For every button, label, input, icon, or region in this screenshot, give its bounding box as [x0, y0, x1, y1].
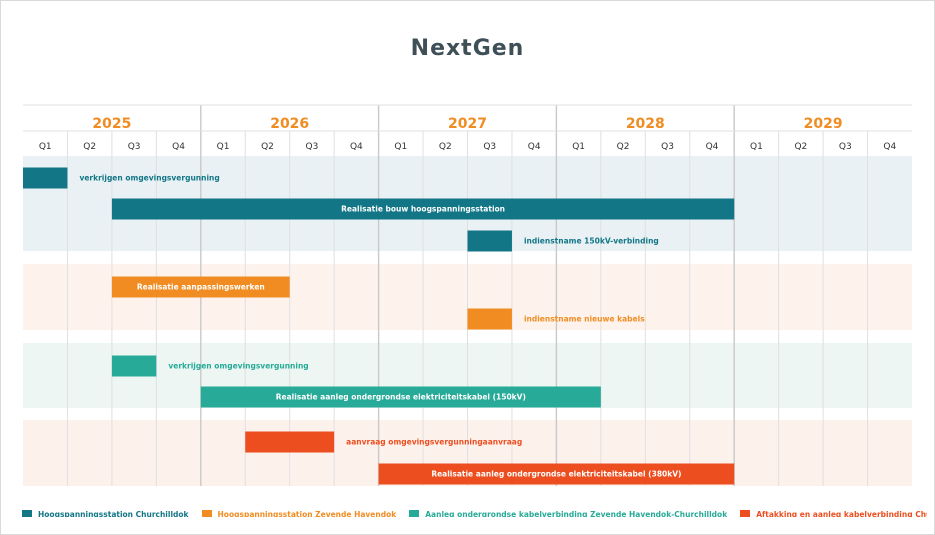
year-label: 2027	[448, 116, 487, 132]
task-label: indienstname nieuwe kabels	[524, 315, 645, 324]
task-label: verkrijgen omgevingsvergunning	[168, 362, 308, 371]
task-label: aanvraag omgevingsvergunningaanvraag	[346, 438, 522, 447]
task-label: Realisatie aanleg ondergrondse elektrici…	[276, 393, 526, 402]
quarter-label: Q2	[83, 142, 96, 152]
task-label: verkrijgen omgevingsvergunning	[79, 174, 219, 183]
task-bar	[200, 386, 601, 408]
task-bar	[111, 355, 157, 377]
legend-item: Aftakking en aanleg kabelverbinding Chur…	[740, 504, 927, 517]
quarter-label: Q1	[750, 142, 763, 152]
quarter-label: Q3	[839, 142, 852, 152]
quarter-label: Q2	[261, 142, 274, 152]
year-label: 2026	[270, 116, 309, 132]
year-label: 2025	[92, 116, 131, 132]
task-bar	[111, 198, 735, 220]
quarter-label: Q2	[439, 142, 452, 152]
legend-item: Hoogspanningsstation Churchilldok	[22, 504, 189, 517]
legend-label: Hoogspanningsstation Churchilldok	[38, 510, 189, 517]
quarter-label: Q3	[661, 142, 674, 152]
legend-swatch	[22, 509, 32, 517]
quarter-label: Q2	[794, 142, 807, 152]
task-bar	[23, 167, 68, 189]
task-label: Realisatie aanleg ondergrondse elektrici…	[431, 470, 681, 479]
quarter-label: Q1	[572, 142, 585, 152]
quarter-label: Q3	[128, 142, 141, 152]
legend-swatch	[409, 509, 420, 517]
quarter-label: Q4	[706, 142, 719, 152]
task-bar	[467, 308, 512, 330]
legend-swatch	[740, 509, 751, 517]
quarter-label: Q1	[217, 142, 230, 152]
task-bar	[111, 276, 290, 298]
quarter-label: Q2	[617, 142, 630, 152]
task-bar	[245, 431, 335, 453]
legend-item: Hoogspanningsstation Zevende Havendok	[201, 504, 397, 517]
legend-item: Aanleg ondergrondse kabelverbinding Zeve…	[409, 504, 727, 517]
task-label: Realisatie aanpassingswerken	[137, 283, 265, 292]
quarter-label: Q1	[39, 142, 52, 152]
legend-label: Hoogspanningsstation Zevende Havendok	[217, 510, 397, 517]
legend-swatch	[201, 509, 212, 517]
task-bar	[467, 230, 512, 252]
year-label: 2028	[626, 116, 665, 132]
year-label: 2029	[804, 116, 843, 132]
task-label: indienstname 150kV-verbinding	[524, 237, 659, 246]
task-label: Realisatie bouw hoogspanningsstation	[341, 205, 505, 214]
task-bar	[378, 463, 735, 485]
quarter-label: Q4	[350, 142, 363, 152]
legend-label: Aanleg ondergrondse kabelverbinding Zeve…	[425, 510, 728, 517]
chart-title: NextGen	[410, 36, 525, 61]
quarter-label: Q4	[528, 142, 541, 152]
legend-label: Aftakking en aanleg kabelverbinding Chur…	[756, 510, 927, 517]
quarter-label: Q3	[483, 142, 496, 152]
quarter-label: Q3	[306, 142, 319, 152]
gantt-chart: 2025 Q1 Q2 Q3 Q4 2026 Q1 Q2 Q3 Q4 2027 Q1 Q2 Q3 Q4 2028…	[23, 104, 912, 486]
quarter-label: Q1	[394, 142, 407, 152]
quarter-label: Q4	[172, 142, 185, 152]
legend: Hoogspanningsstation Churchilldok Hoogspa…	[22, 503, 927, 517]
quarter-label: Q4	[883, 142, 896, 152]
